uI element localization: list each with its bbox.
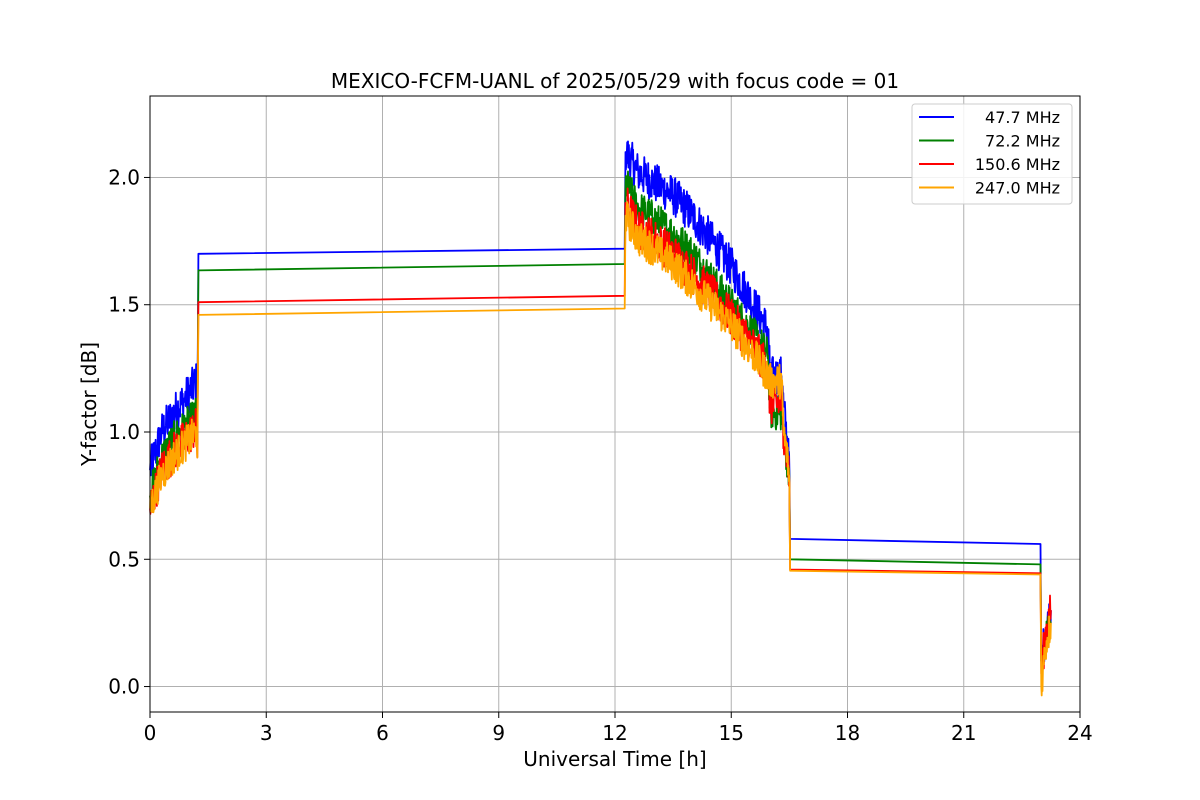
y-tick-label: 0.5 (108, 547, 140, 571)
legend: 47.7 MHz 72.2 MHz 150.6 MHz 247.0 MHz (911, 103, 1073, 205)
legend-label: 247.0 MHz (975, 179, 1060, 198)
y-tick-label: 1.0 (108, 420, 140, 444)
x-tick-label: 15 (719, 721, 744, 745)
legend-label: 47.7 MHz (985, 108, 1060, 127)
ticks: 0 3 6 9 12 15 18 21 24 0.0 0.5 1.0 1.5 2.0 (108, 165, 1093, 745)
y-tick-label: 1.5 (108, 293, 140, 317)
series-group (149, 140, 1052, 697)
x-axis-label: Universal Time [h] (523, 747, 706, 771)
y-tick-label: 2.0 (108, 165, 140, 189)
x-tick-label: 18 (835, 721, 860, 745)
legend-label: 150.6 MHz (975, 155, 1060, 174)
x-tick-label: 21 (951, 721, 976, 745)
x-tick-label: 6 (376, 721, 389, 745)
x-tick-label: 24 (1067, 721, 1092, 745)
x-tick-label: 12 (602, 721, 627, 745)
legend-box (911, 103, 1073, 205)
series-line (149, 170, 1052, 662)
x-tick-label: 3 (260, 721, 273, 745)
x-tick-label: 9 (492, 721, 505, 745)
legend-label: 72.2 MHz (985, 132, 1060, 151)
y-axis-label: Y-factor [dB] (77, 342, 101, 467)
y-tick-label: 0.0 (108, 675, 140, 699)
chart-title: MEXICO-FCFM-UANL of 2025/05/29 with focu… (331, 69, 899, 93)
x-tick-label: 0 (144, 721, 157, 745)
series-line (149, 201, 1052, 697)
